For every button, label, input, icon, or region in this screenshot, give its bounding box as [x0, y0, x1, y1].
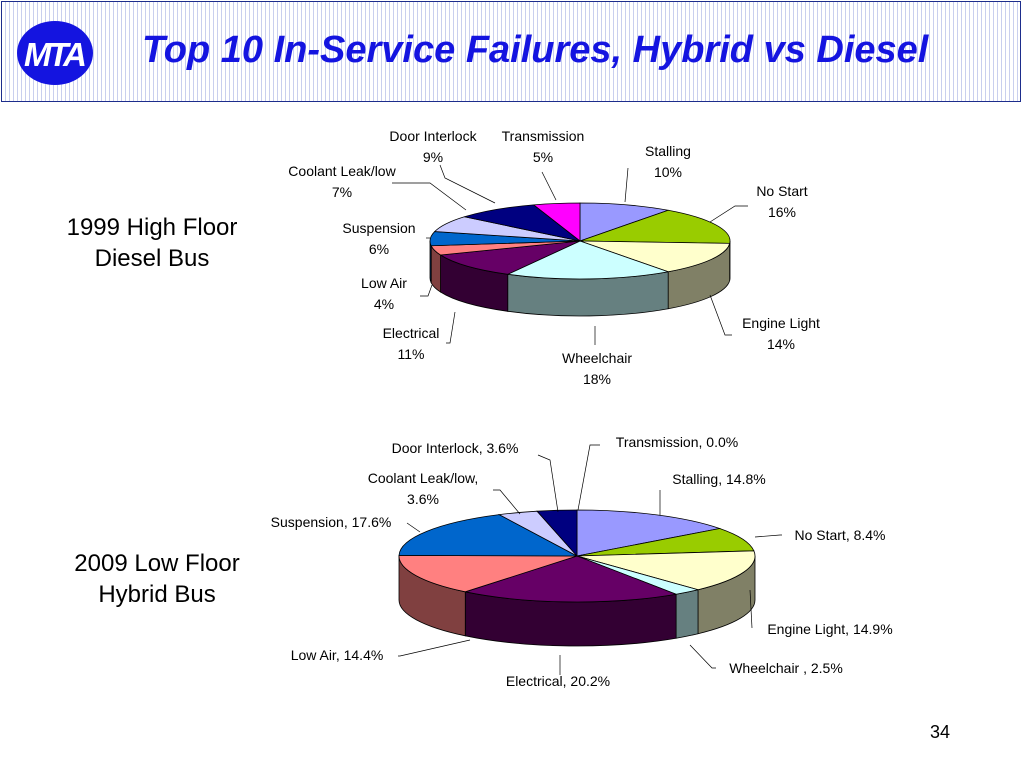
slice-labels: Stalling, 14.8% No Start, 8.4% Engine Ligh…	[271, 434, 893, 689]
leader-line	[493, 489, 521, 515]
leader-line	[749, 589, 753, 629]
pie-top	[429, 202, 731, 280]
leader-line	[689, 644, 716, 669]
leader-line	[406, 522, 421, 533]
mta-logo-text: MTA	[24, 36, 85, 73]
slice-label-no-start: No Start, 8.4%	[794, 527, 885, 543]
slice-label-coolant-leak-low: Coolant Leak/low, 3.6%	[368, 470, 479, 507]
chart2-title-line1: 2009 Low Floor	[74, 550, 240, 577]
slice-label-wheelchair: Wheelchair , 2.5%	[729, 660, 843, 676]
page-number: 34	[930, 722, 951, 742]
pie-slice-door-interlock	[536, 509, 578, 558]
chart1-title: 1999 High Floor Diesel Bus	[52, 212, 252, 274]
leader-line	[709, 205, 748, 223]
pie-sides	[429, 240, 731, 317]
chart1-title-line1: 1999 High Floor	[66, 214, 238, 241]
leader-line	[541, 171, 557, 201]
leader-line	[439, 164, 496, 204]
mta-logo: MTA	[17, 21, 93, 85]
leader-lines	[392, 164, 748, 345]
slice-label-engine-light: Engine Light 14%	[742, 315, 820, 352]
leader-lines	[398, 444, 782, 675]
chart2-title-line2: Hybrid Bus	[98, 581, 216, 608]
slice-label-suspension: Suspension, 17.6%	[271, 514, 392, 530]
leader-line	[537, 454, 559, 513]
leader-line	[754, 534, 782, 538]
pie-slice-low-air	[398, 555, 578, 593]
slice-label-wheelchair: Wheelchair 18%	[562, 350, 632, 387]
leader-line	[420, 284, 433, 297]
pie-slice-electrical	[463, 555, 678, 603]
pie-slice-transmission	[532, 202, 581, 242]
chart2-title: 2009 Low Floor Hybrid Bus	[57, 548, 257, 610]
slice-label-engine-light: Engine Light, 14.9%	[767, 621, 892, 637]
slice-label-no-start: No Start 16%	[756, 183, 807, 220]
slice-label-suspension: Suspension 6%	[342, 220, 415, 257]
slice-label-stalling: Stalling, 14.8%	[672, 471, 765, 487]
slice-labels: Stalling 10% No Start 16% Engine Light 14% Whe…	[288, 128, 820, 387]
slice-label-low-air: Low Air, 14.4%	[291, 647, 384, 663]
slide-header: MTA Top 10 In-Service Failures, Hybrid v…	[1, 1, 1021, 102]
mta-logo-disc	[17, 21, 93, 85]
pie-slice-door-interlock	[464, 204, 581, 242]
slide-title: Top 10 In-Service Failures, Hybrid vs Di…	[142, 29, 929, 71]
leader-line	[577, 444, 600, 511]
pie-top	[398, 509, 756, 603]
leader-line	[398, 639, 471, 657]
pie-slice-suspension	[398, 514, 578, 557]
pie-slice-electrical	[439, 240, 581, 275]
slice-label-transmission: Transmission 5%	[502, 128, 585, 165]
pie-side-wheelchair	[675, 589, 699, 639]
leader-line	[392, 182, 467, 211]
pie-slice-wheelchair	[506, 240, 670, 280]
slice-label-door-interlock: Door Interlock 9%	[389, 128, 477, 165]
chart1-title-line2: Diesel Bus	[94, 245, 210, 272]
slice-label-stalling: Stalling 10%	[645, 143, 691, 180]
slice-label-door-interlock: Door Interlock, 3.6%	[392, 440, 519, 456]
slice-label-electrical: Electrical 11%	[383, 325, 440, 362]
pie-slice-no-start	[579, 209, 731, 244]
slice-label-low-air: Low Air 4%	[361, 275, 407, 312]
pie-sides	[398, 555, 756, 647]
slice-label-transmission: Transmission, 0.0%	[616, 434, 738, 450]
leader-line	[624, 167, 629, 203]
slice-label-coolant-leak-low: Coolant Leak/low 7%	[288, 163, 396, 200]
leader-line	[446, 311, 456, 344]
slice-label-electrical: Electrical, 20.2%	[506, 673, 610, 689]
pie-slice-no-start	[576, 528, 755, 557]
pie-slice-engine-light	[576, 550, 756, 591]
leader-line	[709, 294, 732, 336]
pie-slice-stalling	[576, 509, 722, 557]
pie-slice-engine-light	[579, 240, 731, 273]
pie-slice-stalling	[579, 202, 670, 242]
